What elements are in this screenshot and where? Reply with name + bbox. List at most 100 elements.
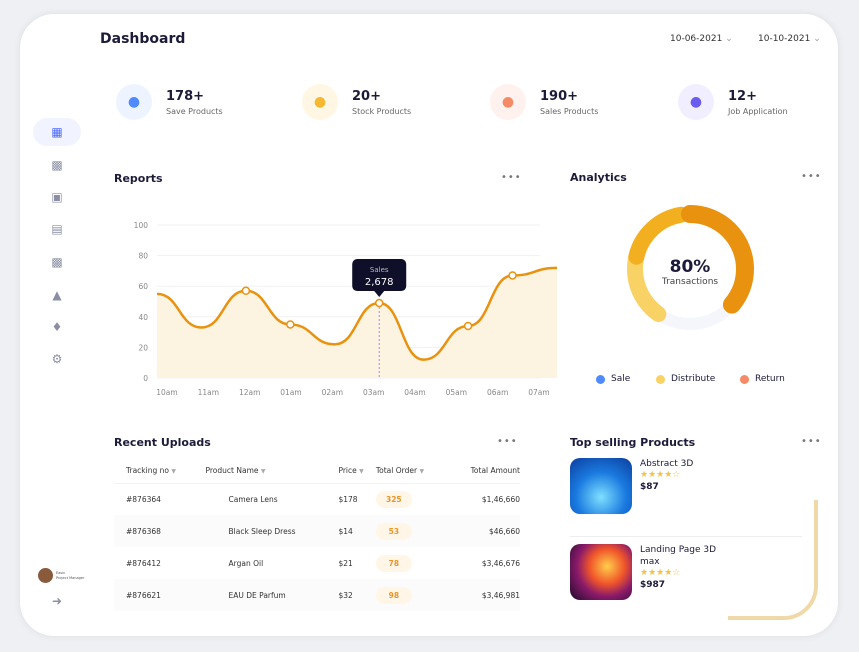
sidebar-item-analytics[interactable]: ▲	[46, 284, 68, 306]
sidebar-item-apps[interactable]: ▣	[46, 186, 68, 208]
dashboard-icon: ▦	[51, 125, 63, 139]
user-role: Project Manager	[56, 575, 85, 580]
uploads-more-button[interactable]: •••	[497, 436, 518, 447]
tooltip-label: Sales	[370, 266, 389, 274]
tooltip-value: 2,678	[365, 277, 394, 288]
top-selling-title: Top selling Products	[570, 436, 696, 449]
tooltip-box	[352, 259, 407, 292]
table-row[interactable]: #876364 Camera Lens $178 325 $1,46,660	[114, 483, 520, 515]
apps-icon: ▣	[51, 190, 63, 204]
reports-title: Reports	[114, 172, 163, 185]
data-point	[286, 320, 295, 329]
legend-item: Sale	[596, 374, 630, 384]
date-to-picker[interactable]: 10-10-2021 ⌄	[758, 34, 821, 44]
uploads-table: Tracking no ▼ Product Name ▼ Price ▼ Total …	[114, 458, 520, 611]
user-profile[interactable]: Easin Project Manager	[38, 568, 84, 583]
reports-more-button[interactable]: •••	[501, 172, 522, 183]
stat-value: 20+	[352, 88, 381, 104]
bar-chart-icon: ▩	[51, 158, 63, 172]
stat-label: Sales Products	[540, 106, 599, 116]
product-name: Abstract 3D	[640, 459, 694, 469]
analytics-title: Analytics	[570, 171, 627, 184]
legend-dot	[596, 374, 605, 384]
table-row[interactable]: #876368 Black Sleep Dress $14 53 $46,660	[114, 515, 520, 547]
table-cell: 325	[375, 483, 447, 515]
table-cell: #876621	[114, 579, 206, 611]
data-point	[374, 298, 384, 308]
stat-value: 12+	[728, 88, 757, 104]
table-cell: #876412	[126, 558, 161, 568]
x-tick-label: 03am	[363, 388, 384, 397]
sidebar-item-notifications[interactable]: ♦	[46, 316, 68, 338]
table-row[interactable]: #876412 Argan Oil $21 78 $3,46,676	[114, 547, 520, 579]
analytics-more-button[interactable]: •••	[801, 171, 822, 182]
stat-label: Stock Products	[352, 106, 412, 116]
table-cell: $3,46,981	[447, 579, 520, 611]
x-tick-label: 02am	[322, 388, 343, 397]
uploads-title: Recent Uploads	[114, 436, 211, 449]
series-line	[156, 266, 558, 361]
product-price: $87	[640, 482, 659, 492]
heart-icon: ●	[116, 84, 152, 120]
table-cell: $3,46,676	[481, 558, 520, 568]
sidebar-item-dashboard[interactable]: ▦	[33, 118, 81, 146]
legend-item: Distribute	[656, 374, 715, 384]
dashboard-window: Dashboard 10-06-2021 ⌄ 10-10-2021 ⌄ ▦ ▩ …	[20, 14, 838, 636]
x-tick-label: 04am	[404, 388, 425, 397]
user-name: Easin	[56, 570, 66, 575]
product-rating: ★★★★☆	[640, 568, 681, 578]
product-price: $987	[640, 580, 666, 590]
briefcase-icon: ●	[678, 84, 714, 120]
table-cell: Argan Oil	[228, 558, 264, 568]
data-point	[463, 321, 473, 331]
stat-card: ● 12+ Job Application	[678, 84, 788, 120]
sidebar-item-calendar[interactable]: ▩	[46, 251, 68, 273]
table-cell: $21	[338, 558, 353, 568]
x-tick-label: 05am	[446, 388, 467, 397]
logout-button[interactable]: ➜	[46, 590, 68, 612]
x-tick-label: 01am	[280, 388, 301, 397]
y-tick-label: 40	[138, 313, 148, 322]
product-card[interactable]: Landing Page 3D max ★★★★☆ $987	[570, 544, 720, 600]
stat-card: ● 20+ Stock Products	[302, 84, 411, 120]
column-header[interactable]: Total Order ▼	[375, 458, 448, 484]
table-cell: 98	[375, 579, 448, 611]
sidebar-item-reports[interactable]: ▩	[46, 154, 68, 176]
table-cell: #876364	[126, 494, 161, 504]
analytics-label: Transactions	[661, 277, 719, 287]
legend-label: Distribute	[671, 374, 716, 384]
sort-icon: ▼	[260, 467, 266, 475]
y-tick-label: 100	[134, 221, 149, 230]
sidebar-item-documents[interactable]: ▤	[46, 218, 68, 240]
avatar	[38, 568, 53, 583]
legend-dot	[656, 374, 665, 384]
product-name: Landing Page 3D max	[640, 545, 717, 567]
legend-dot	[740, 374, 749, 384]
product-card[interactable]: Abstract 3D ★★★★☆ $87	[570, 458, 720, 514]
data-point	[241, 286, 251, 296]
y-tick-label: 0	[143, 374, 148, 383]
page-title: Dashboard	[100, 31, 186, 47]
stat-card: ● 178+ Save Products	[116, 84, 223, 120]
table-cell: $32	[338, 579, 376, 611]
column-header[interactable]: Total Amount	[447, 458, 520, 484]
table-row[interactable]: #876621 EAU DE Parfum $32 98 $3,46,981	[114, 579, 520, 611]
stat-label: Save Products	[166, 106, 223, 116]
column-header[interactable]: Product Name ▼	[205, 458, 339, 484]
column-header[interactable]: Price ▼	[338, 458, 376, 484]
date-from-picker[interactable]: 10-06-2021 ⌄	[670, 34, 733, 44]
table-cell: 53	[375, 515, 448, 547]
product-image	[570, 458, 632, 514]
decorative-border	[728, 500, 818, 620]
sidebar-item-settings[interactable]: ⚙	[46, 348, 68, 370]
bell-icon: ♦	[51, 320, 63, 334]
table-cell: EAU DE Parfum	[205, 579, 339, 611]
column-header[interactable]: Tracking no ▼	[114, 458, 206, 484]
x-tick-label: 11am	[198, 388, 219, 397]
top-selling-more-button[interactable]: •••	[801, 436, 822, 447]
legend-label: Sale	[611, 374, 631, 384]
date-to: 10-10-2021	[758, 34, 811, 44]
tooltip-arrow	[374, 291, 385, 298]
table-cell: $178	[338, 494, 358, 504]
table-cell: #876368	[114, 515, 206, 547]
